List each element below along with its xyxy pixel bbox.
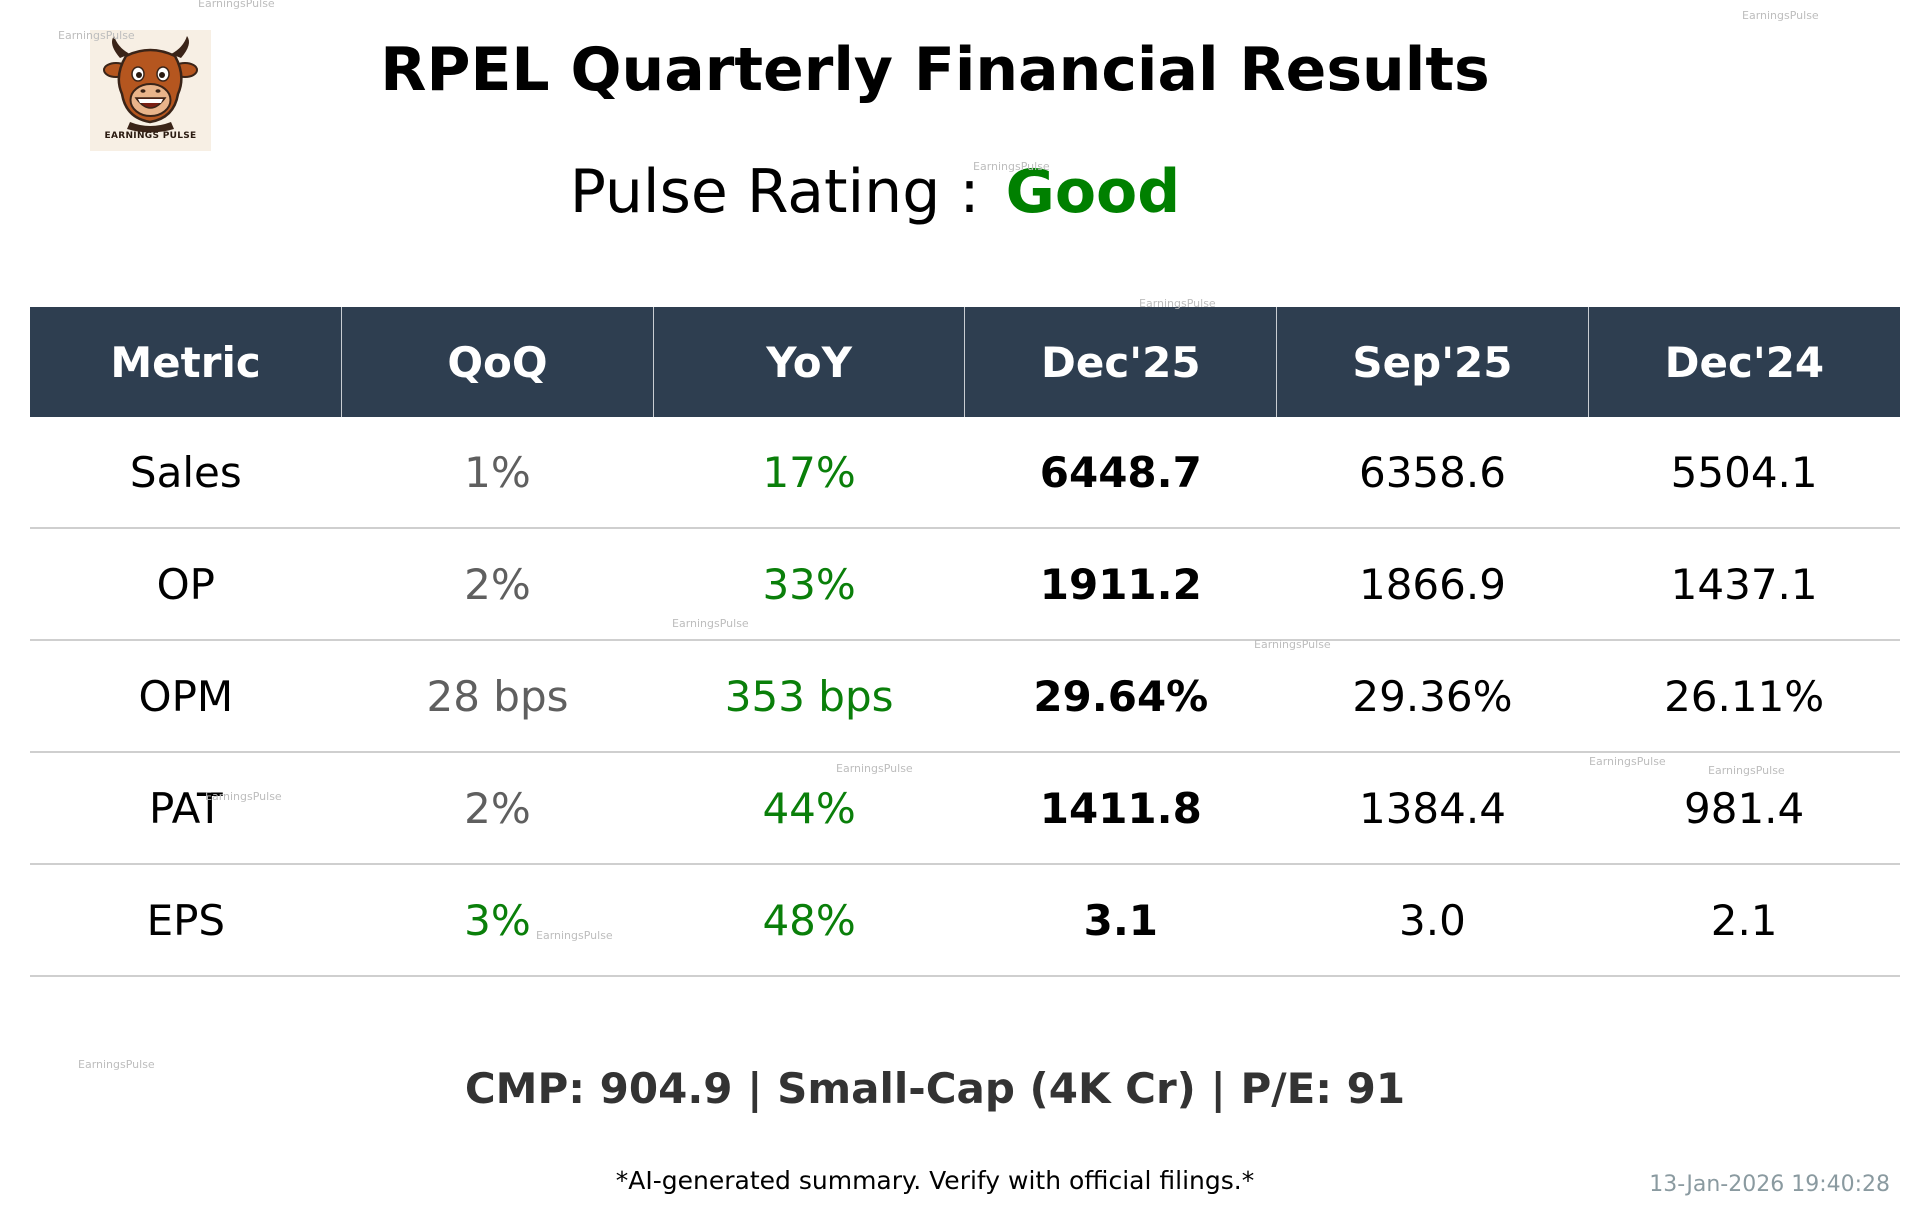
table-row: Sales 1% 17% 6448.7 6358.6 5504.1 [30,417,1900,529]
sep25-cell: 29.36% [1276,640,1589,753]
watermark: EarningsPulse [1742,9,1819,22]
logo-text: EARNINGS PULSE [104,131,197,141]
dec24-cell: 26.11% [1588,640,1900,753]
dec25-cell: 29.64% [964,640,1277,753]
table-row: PAT 2% 44% 1411.8 1384.4 981.4 [30,752,1900,865]
column-header-dec24: Dec'24 [1587,307,1900,417]
market-stats: CMP: 904.9 | Small-Cap (4K Cr) | P/E: 91 [464,1064,1406,1113]
metric-cell: OP [30,528,342,641]
disclaimer: *AI-generated summary. Verify with offic… [615,1166,1255,1195]
yoy-cell: 44% [653,752,965,865]
table-row: EPS 3% 48% 3.1 3.0 2.1 [30,864,1900,977]
yoy-cell: 48% [653,864,965,977]
qoq-cell: 3% [341,864,654,977]
column-header-dec25: Dec'25 [964,307,1277,417]
watermark: EarningsPulse [58,29,135,42]
sep25-cell: 1866.9 [1276,528,1589,641]
earnings-pulse-logo: EARNINGS PULSE [90,30,211,151]
sep25-cell: 6358.6 [1276,417,1589,529]
sep25-cell: 3.0 [1276,864,1589,977]
yoy-cell: 33% [653,528,965,641]
metric-cell: PAT [30,752,342,865]
pulse-rating: Pulse Rating : Good [0,156,1750,228]
qoq-cell: 2% [341,752,654,865]
column-header-yoy: YoY [652,307,965,417]
qoq-cell: 28 bps [341,640,654,753]
qoq-cell: 1% [341,417,654,529]
table-row: OP 2% 33% 1911.2 1866.9 1437.1 [30,528,1900,641]
watermark: EarningsPulse [198,0,275,10]
column-header-qoq: QoQ [341,307,654,417]
watermark: EarningsPulse [1139,297,1216,310]
watermark: EarningsPulse [672,617,749,630]
table-header-row: Metric QoQ YoY Dec'25 Sep'25 Dec'24 [30,307,1900,417]
yoy-cell: 353 bps [653,640,965,753]
watermark: EarningsPulse [1708,764,1785,777]
dec25-cell: 1911.2 [964,528,1277,641]
metric-cell: Sales [30,417,342,529]
metric-cell: OPM [30,640,342,753]
dec24-cell: 5504.1 [1588,417,1900,529]
dec24-cell: 1437.1 [1588,528,1900,641]
pulse-rating-value: Good [1005,157,1181,227]
pulse-rating-label: Pulse Rating : [569,157,980,227]
metric-cell: EPS [30,864,342,977]
results-table: Metric QoQ YoY Dec'25 Sep'25 Dec'24 Sale… [30,307,1900,977]
dec24-cell: 981.4 [1588,752,1900,865]
column-header-sep25: Sep'25 [1276,307,1589,417]
watermark: EarningsPulse [973,160,1050,173]
dec25-cell: 6448.7 [964,417,1277,529]
dec24-cell: 2.1 [1588,864,1900,977]
watermark: EarningsPulse [205,790,282,803]
page-title: RPEL Quarterly Financial Results [380,35,1490,105]
dec25-cell: 1411.8 [964,752,1277,865]
timestamp: 13-Jan-2026 19:40:28 [1649,1172,1890,1197]
watermark: EarningsPulse [536,929,613,942]
dec25-cell: 3.1 [964,864,1277,977]
watermark: EarningsPulse [78,1058,155,1071]
watermark: EarningsPulse [1254,638,1331,651]
watermark: EarningsPulse [836,762,913,775]
sep25-cell: 1384.4 [1276,752,1589,865]
yoy-cell: 17% [653,417,965,529]
qoq-cell: 2% [341,528,654,641]
watermark: EarningsPulse [1589,755,1666,768]
column-header-metric: Metric [30,307,342,417]
table-row: OPM 28 bps 353 bps 29.64% 29.36% 26.11% [30,640,1900,753]
bull-mascot-icon [103,36,198,133]
